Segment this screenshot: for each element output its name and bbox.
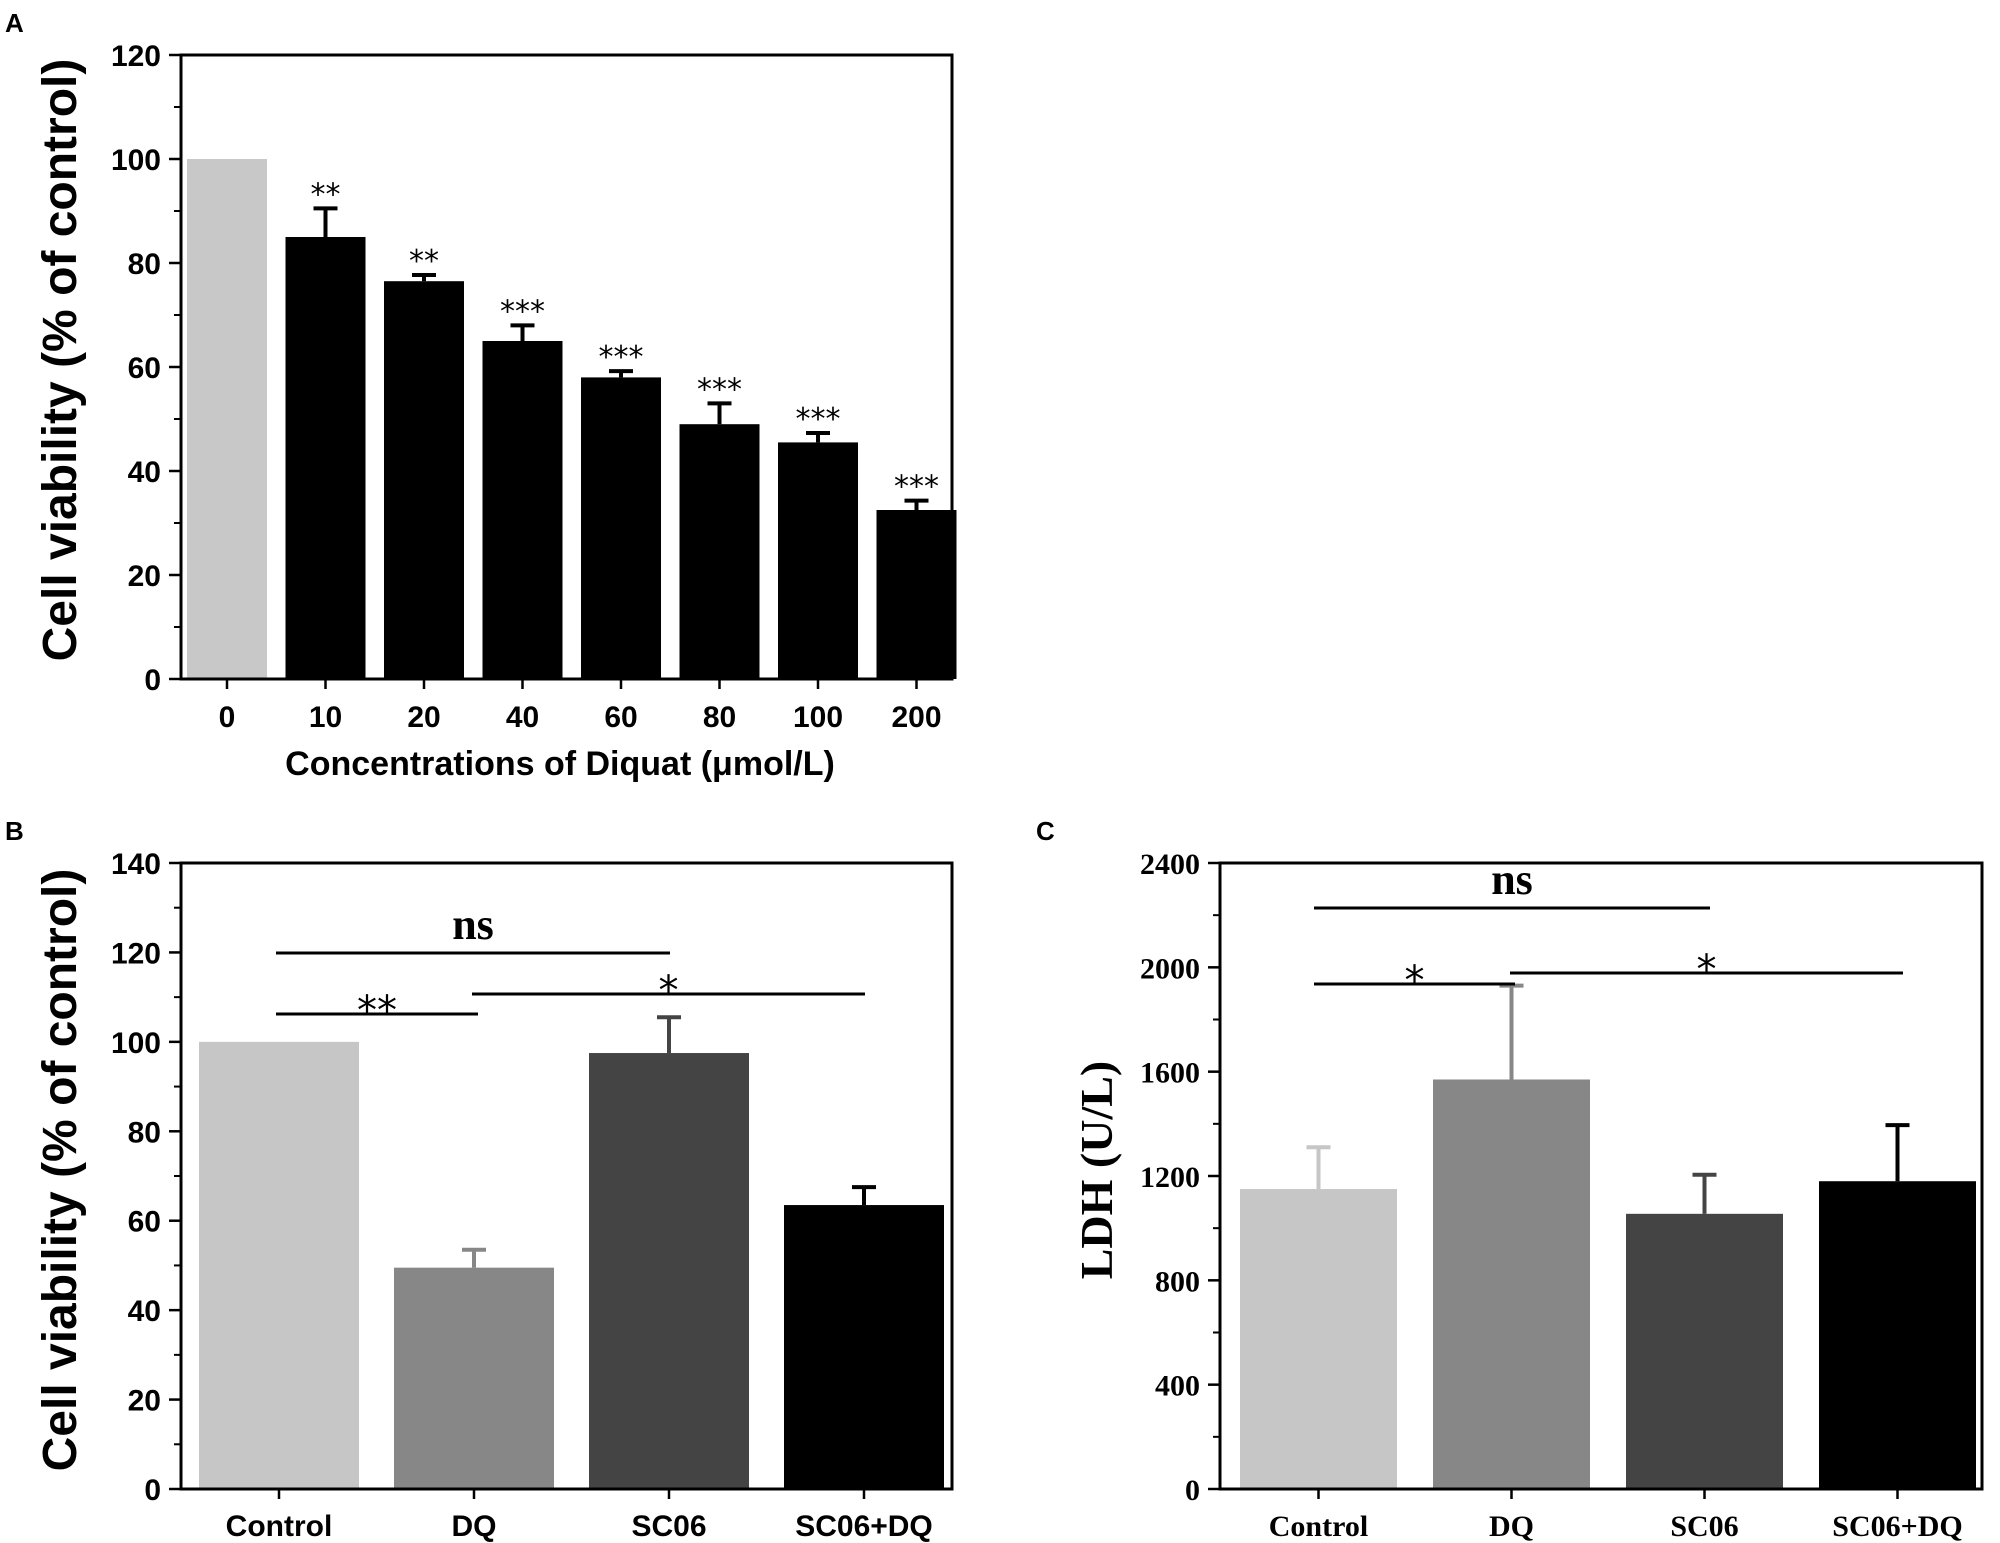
panel-c-x-tick-label: SC06 <box>1670 1510 1738 1543</box>
panel-letter-c: C <box>1036 816 1055 846</box>
panel-c-bar-sc06-dq <box>1819 1181 1976 1489</box>
panel-c-bar-control <box>1240 1189 1397 1489</box>
panel-c-y-tick-label: 0 <box>1185 1474 1200 1507</box>
panel-b-y-tick-label: 60 <box>128 1206 161 1239</box>
panel-a-x-axis-label: Concentrations of Diquat (μmol/L) <box>285 745 835 783</box>
panel-c-x-tick-label: SC06+DQ <box>1832 1510 1962 1543</box>
panel-letter-a: A <box>5 8 24 38</box>
panel-b-bar-control <box>199 1041 359 1489</box>
panel-a-y-tick-label: 0 <box>144 664 161 697</box>
panel-a-bar-0 <box>187 159 267 679</box>
panel-a-significance-1: ** <box>311 177 341 212</box>
panel-a-bar-200 <box>876 510 957 679</box>
panel-c-comparison-label-0: ns <box>1491 855 1533 904</box>
panel-a-y-tick-label: 120 <box>111 40 161 73</box>
panel-a-bar-80 <box>679 424 760 679</box>
panel-a-significance-7: *** <box>894 470 939 505</box>
panel-a-bar-100 <box>778 442 858 679</box>
panel-a-x-tick-label: 200 <box>891 701 941 734</box>
panel-c-bar-dq <box>1433 1079 1590 1489</box>
panel-a-y-axis-label: Cell viability (% of control) <box>34 59 87 662</box>
panel-a-y-tick-label: 60 <box>128 352 161 385</box>
panel-a-y-tick-label: 80 <box>128 248 161 281</box>
panel-a-x-tick-label: 100 <box>793 701 843 734</box>
panel-c-comparison-label-1: * <box>1405 958 1425 1004</box>
panel-c-y-tick-label: 2400 <box>1140 848 1200 881</box>
panel-c-y-tick-label: 2000 <box>1140 952 1200 985</box>
panel-letter-b: B <box>5 816 24 846</box>
panel-c-x-tick-label: DQ <box>1489 1510 1534 1543</box>
panel-c-chart: Control DQ SC06 SC06+DQ 0 400 800 1200 1600 2000 2… <box>1140 848 1984 1543</box>
panel-b-bar-sc06-dq <box>784 1205 944 1489</box>
panel-b-y-axis-label: Cell viability (% of control) <box>34 869 87 1472</box>
panel-a-x-tick-label: 10 <box>309 701 342 734</box>
panel-b-comparison-label-0: ns <box>452 900 494 949</box>
panel-b-y-tick-label: 0 <box>144 1474 161 1507</box>
panel-a-x-tick-label: 20 <box>407 701 440 734</box>
panel-a-significance-2: ** <box>409 244 439 279</box>
panel-b-y-tick-label: 40 <box>128 1295 161 1328</box>
panel-a-chart: 0 ** 10 ** 20 *** 40 *** 60 *** 80 *** 100 *** 200 0 20 4… <box>111 40 957 734</box>
panel-c-y-tick-label: 1200 <box>1140 1161 1200 1194</box>
panel-a-bar-60 <box>581 377 661 679</box>
panel-a-significance-3: *** <box>500 294 545 329</box>
panel-a-x-tick-label: 40 <box>506 701 539 734</box>
panel-a-bar-10 <box>285 237 366 679</box>
panel-b-x-tick-label: DQ <box>452 1510 497 1543</box>
panel-b-y-tick-label: 20 <box>128 1385 161 1418</box>
panel-a-x-tick-label: 60 <box>604 701 637 734</box>
panel-c-bar-sc06 <box>1626 1213 1783 1489</box>
panel-b-bar-sc06 <box>589 1053 749 1489</box>
panel-a-x-tick-label: 80 <box>703 701 736 734</box>
panel-c-y-tick-label: 800 <box>1155 1265 1200 1298</box>
panel-b-chart: Control DQ SC06 SC06+DQ 0 20 40 60 80 100 120 140 ns… <box>111 848 954 1543</box>
panel-c-y-tick-label: 1600 <box>1140 1057 1200 1090</box>
panel-a-significance-6: *** <box>796 402 841 437</box>
panel-c-y-axis-label: LDH (U/L) <box>1071 1061 1122 1280</box>
panel-b-comparison-label-2: * <box>659 968 679 1014</box>
panel-b-x-tick-label: SC06+DQ <box>795 1510 933 1543</box>
panel-b-x-tick-label: Control <box>226 1510 333 1543</box>
panel-a-y-tick-label: 100 <box>111 144 161 177</box>
panel-c-x-tick-label: Control <box>1269 1510 1368 1543</box>
panel-a-significance-4: *** <box>599 340 644 375</box>
panel-b-y-tick-label: 100 <box>111 1027 161 1060</box>
panel-b-x-tick-label: SC06 <box>631 1510 706 1543</box>
panel-b-y-tick-label: 120 <box>111 937 161 970</box>
panel-a-x-tick-label: 0 <box>219 701 236 734</box>
panel-a-bar-40 <box>482 341 563 679</box>
panel-c-y-tick-label: 400 <box>1155 1370 1200 1403</box>
panel-b-y-tick-label: 80 <box>128 1116 161 1149</box>
panel-a-significance-5: *** <box>697 372 742 407</box>
panel-a-y-tick-label: 20 <box>128 560 161 593</box>
panel-a-bar-20 <box>384 281 464 679</box>
panel-c-comparison-label-2: * <box>1697 947 1717 993</box>
panel-b-bar-dq <box>394 1267 554 1489</box>
panel-b-comparison-label-1: ** <box>357 988 397 1034</box>
panel-a-y-tick-label: 40 <box>128 456 161 489</box>
panel-b-y-tick-label: 140 <box>111 848 161 881</box>
